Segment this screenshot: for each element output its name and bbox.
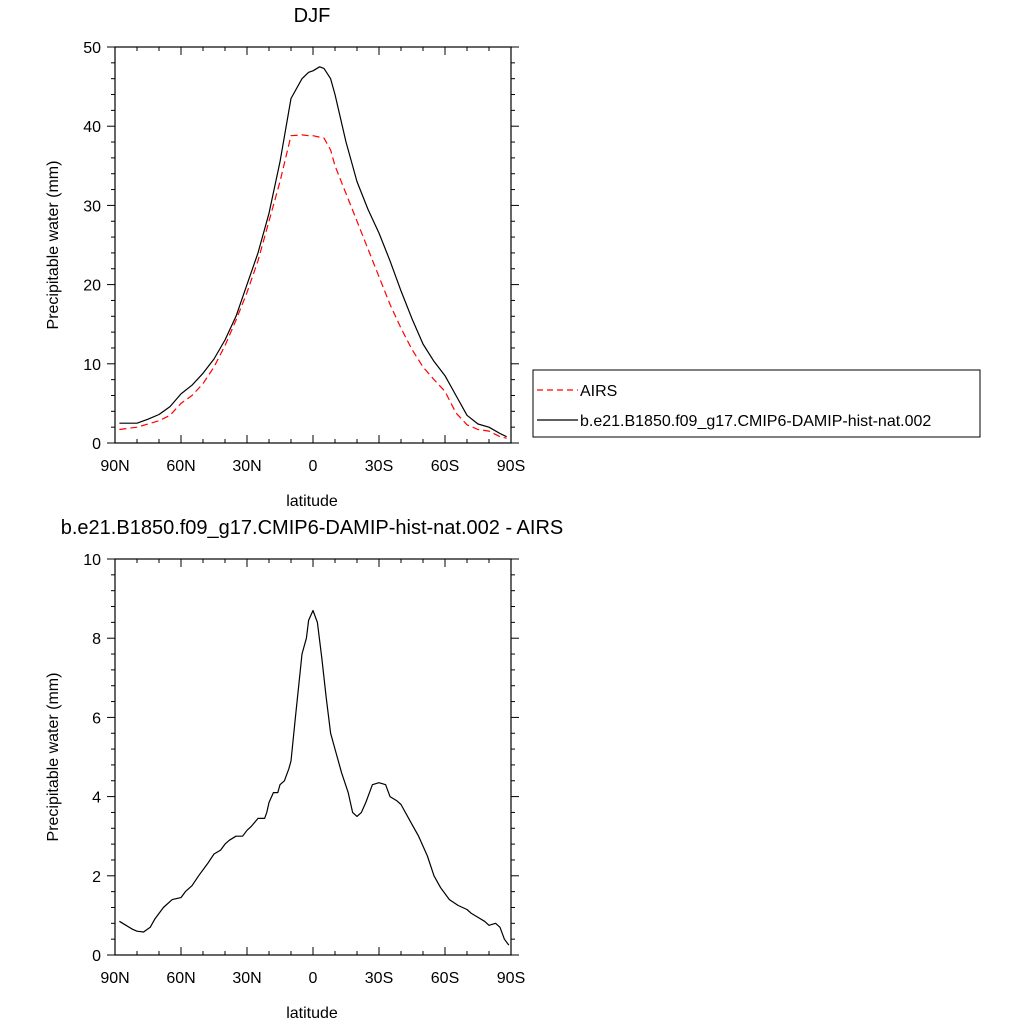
legend-box: [532, 369, 981, 438]
top-ytick-label: 30: [83, 198, 101, 215]
bottom-y-axis-label: Precipitable water (mm): [45, 673, 62, 842]
top-x-axis-label: latitude: [286, 493, 338, 510]
top-xtick-label: 30N: [232, 458, 261, 475]
bottom-series-line-0: [119, 609, 510, 946]
bottom-ytick-label: 0: [92, 948, 101, 965]
top-xtick-label: 60N: [166, 458, 195, 475]
bottom-xtick-label: 0: [309, 970, 318, 987]
bottom-xtick-label: 60S: [431, 970, 459, 987]
bottom-panel: b.e21.B1850.f09_g17.CMIP6-DAMIP-hist-nat…: [45, 517, 563, 1022]
bottom-xtick-label: 90S: [497, 970, 525, 987]
bottom-xtick-label: 30N: [232, 970, 261, 987]
bottom-plot-frame: [114, 558, 512, 956]
top-chart-title: DJF: [294, 5, 331, 27]
bottom-ytick-label: 8: [92, 631, 101, 648]
bottom-ytick-label: 6: [92, 710, 101, 727]
bottom-ytick-label: 10: [83, 552, 101, 569]
top-ytick-label: 0: [92, 436, 101, 453]
top-y-axis-label: Precipitable water (mm): [45, 161, 62, 330]
top-xtick-label: 30S: [365, 458, 393, 475]
top-ytick-label: 40: [83, 119, 101, 136]
bottom-x-axis-label: latitude: [286, 1005, 338, 1022]
legend: AIRS b.e21.B1850.f09_g17.CMIP6-DAMIP-his…: [532, 369, 981, 438]
bottom-ytick-label: 2: [92, 869, 101, 886]
bottom-chart-title: b.e21.B1850.f09_g17.CMIP6-DAMIP-hist-nat…: [61, 517, 564, 539]
top-xtick-label: 0: [309, 458, 318, 475]
top-ytick-label: 20: [83, 278, 101, 295]
top-series-line-1: [119, 66, 507, 438]
top-xtick-label: 90S: [497, 458, 525, 475]
bottom-xtick-label: 60N: [166, 970, 195, 987]
top-ytick-label: 50: [83, 40, 101, 57]
top-panel: DJF 90N 60N 30N 0 30S 60S 90S 0 10 20 30 40 50 latit…: [45, 5, 525, 510]
top-xtick-label: 60S: [431, 458, 459, 475]
legend-label-model: b.e21.B1850.f09_g17.CMIP6-DAMIP-hist-nat…: [580, 413, 931, 430]
top-series-line-0: [119, 134, 507, 439]
top-plot-frame: [114, 46, 512, 444]
bottom-xtick-label: 90N: [100, 970, 129, 987]
bottom-ytick-label: 4: [92, 790, 101, 807]
bottom-xtick-label: 30S: [365, 970, 393, 987]
top-xtick-label: 90N: [100, 458, 129, 475]
legend-label-airs: AIRS: [580, 383, 617, 400]
top-ytick-label: 10: [83, 357, 101, 374]
